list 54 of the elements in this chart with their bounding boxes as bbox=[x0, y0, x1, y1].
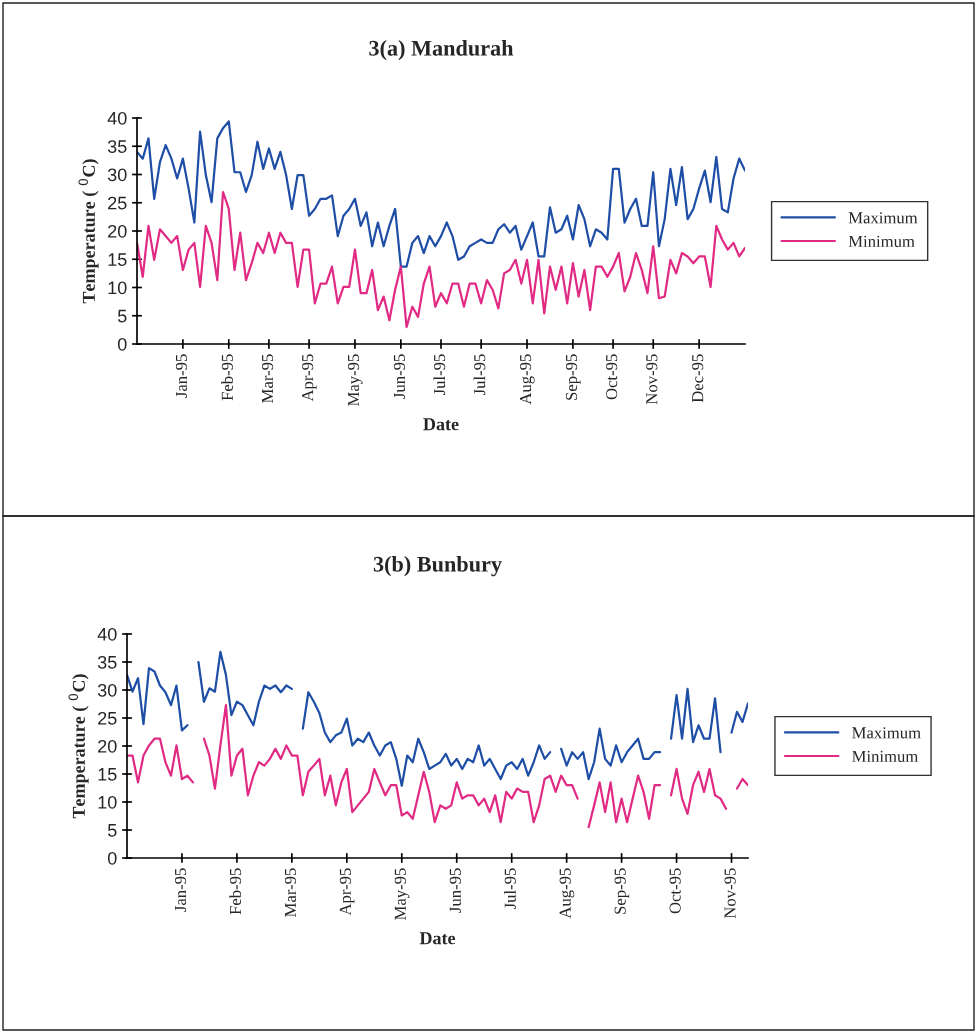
y-tick-label: 20 bbox=[98, 739, 117, 753]
y-tick-label: 0 bbox=[117, 337, 127, 351]
x-tick-label: Feb-95 bbox=[221, 354, 233, 401]
x-tick-label: May-95 bbox=[347, 354, 363, 407]
x-tick-label: Jan-95 bbox=[175, 354, 188, 398]
x-tick-label: Feb-95 bbox=[229, 868, 242, 915]
x-tick-label: May-95 bbox=[394, 868, 410, 921]
x-tick-label: Jul-95 bbox=[433, 354, 446, 396]
x-axis-title: Date bbox=[419, 932, 456, 945]
y-tick-label: 40 bbox=[97, 627, 117, 641]
x-tick-label: Oct-95 bbox=[669, 868, 681, 914]
x-tick-label: Oct-95 bbox=[606, 354, 618, 400]
y-tick-label: 10 bbox=[108, 281, 127, 295]
line-series bbox=[137, 190, 745, 329]
x-tick-label: Apr-95 bbox=[339, 868, 355, 916]
line-series bbox=[137, 120, 745, 268]
legend-label: Minimum bbox=[852, 750, 919, 762]
y-tick-label: 15 bbox=[98, 768, 117, 781]
x-axis-title: Date bbox=[423, 418, 459, 431]
x-tick-label: Dec-95 bbox=[692, 354, 704, 403]
y-tick-label: 10 bbox=[98, 795, 117, 809]
x-tick-label: Aug-95 bbox=[519, 354, 535, 405]
x-tick-label: Jun-95 bbox=[393, 354, 406, 399]
x-tick-label: Jul-95 bbox=[473, 354, 486, 396]
y-tick-label: 25 bbox=[108, 196, 127, 210]
x-tick-label: Sep-95 bbox=[614, 868, 630, 914]
y-tick-label: 5 bbox=[117, 309, 127, 323]
x-tick-label: Aug-95 bbox=[559, 868, 575, 919]
x-tick-label: Jul-95 bbox=[504, 868, 516, 910]
chart-title: 3(b) Bunbury bbox=[373, 556, 502, 577]
x-tick-label: Mar-95 bbox=[261, 354, 274, 403]
legend-label: Maximum bbox=[852, 727, 921, 739]
y-tick-label: 15 bbox=[108, 253, 127, 266]
x-tick-label: Jun-95 bbox=[449, 868, 461, 913]
chart-title: 3(a) Mandurah bbox=[369, 40, 514, 61]
y-tick-label: 35 bbox=[97, 655, 117, 669]
y-axis-title: Temperature ( $^{0}$C) bbox=[78, 159, 99, 304]
y-tick-label: 30 bbox=[107, 168, 127, 182]
x-tick-label: Nov-95 bbox=[646, 354, 658, 405]
y-tick-label: 5 bbox=[107, 824, 117, 837]
y-tick-label: 25 bbox=[98, 711, 117, 725]
x-tick-label: Sep-95 bbox=[565, 354, 581, 400]
y-tick-label: 40 bbox=[107, 111, 127, 125]
y-tick-label: 20 bbox=[108, 224, 127, 238]
y-axis-title: Temperature ( $^{0}$C) bbox=[68, 674, 89, 819]
x-tick-label: Mar-95 bbox=[284, 868, 297, 917]
x-tick-label: Nov-95 bbox=[724, 868, 736, 919]
legend-label: Minimum bbox=[848, 235, 915, 247]
x-tick-label: Jan-95 bbox=[174, 868, 187, 912]
y-tick-label: 0 bbox=[107, 851, 117, 865]
y-tick-label: 30 bbox=[97, 683, 117, 697]
legend-label: Maximum bbox=[848, 212, 918, 224]
x-tick-label: Apr-95 bbox=[302, 354, 317, 402]
y-tick-label: 35 bbox=[107, 140, 127, 153]
